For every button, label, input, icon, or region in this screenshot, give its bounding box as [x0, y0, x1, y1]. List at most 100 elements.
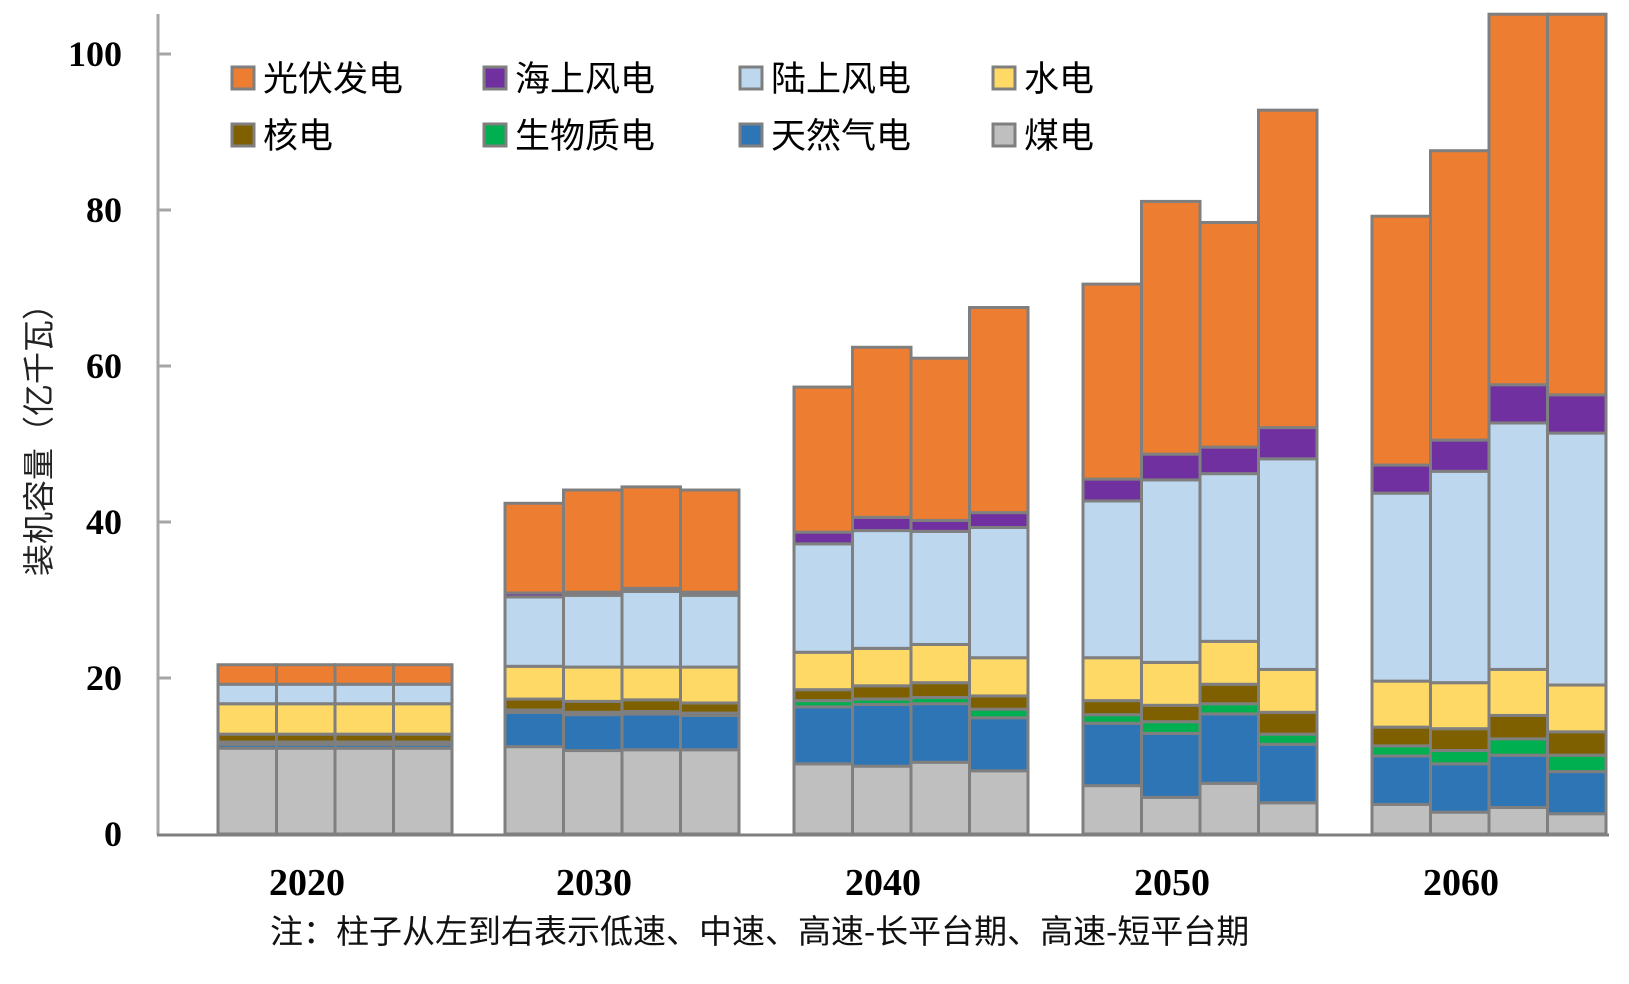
bar-segment: [1370, 725, 1432, 748]
bar-segment: [792, 705, 854, 766]
y-axis-title: 装机容量（亿千瓦）: [20, 288, 58, 576]
bar-segment: [1546, 393, 1608, 435]
bar-segment: [1370, 491, 1432, 683]
bar-segment: [620, 665, 682, 702]
bar-segment: [1546, 431, 1608, 687]
bar-segment: [851, 764, 913, 836]
legend-label: 生物质电: [515, 117, 655, 157]
bar-segment: [968, 306, 1030, 515]
y-ticks: 0 20 40 60 80 100: [68, 34, 171, 854]
legend-item: 生物质电: [482, 117, 655, 157]
bar-segment: [1487, 753, 1549, 809]
bar-segment: [792, 530, 854, 546]
bar-segment: [392, 702, 454, 736]
bar-segment: [1429, 149, 1491, 442]
bar-segment: [851, 703, 913, 768]
bar-segment: [1140, 731, 1202, 799]
bar-segment: [1081, 699, 1143, 717]
y-tick-label: 100: [68, 34, 122, 74]
legend-swatch: [230, 65, 256, 91]
bar-segment: [620, 712, 682, 752]
bar-group-2060: [1370, 12, 1608, 836]
legend-swatch: [230, 122, 256, 148]
bar-segment: [909, 760, 971, 836]
bar-segment: [333, 663, 395, 686]
y-tick-label: 0: [104, 814, 122, 854]
bar-segment: [1198, 712, 1260, 785]
x-tick-label: 2060: [1423, 862, 1499, 904]
bar-segment: [968, 525, 1030, 660]
footnote: 注：柱子从左到右表示低速、中速、高速-长平台期、高速-短平台期: [270, 912, 1249, 951]
bar-segment: [1140, 478, 1202, 664]
bar-segment: [275, 663, 337, 686]
bar-segment: [1429, 749, 1491, 766]
bar-segment: [620, 698, 682, 714]
bar-segment: [275, 702, 337, 736]
legend-label: 水电: [1024, 60, 1094, 100]
bar-segment: [968, 656, 1030, 698]
bar-segment: [333, 702, 395, 736]
legend-item: 陆上风电: [738, 60, 911, 100]
bar-segment: [968, 716, 1030, 773]
legend-label: 光伏发电: [263, 60, 403, 100]
bar-segment: [1546, 770, 1608, 816]
bar-segment: [275, 682, 337, 706]
bar-segment: [1487, 383, 1549, 425]
bar-segment: [1370, 744, 1432, 758]
bar-segment: [1487, 421, 1549, 671]
bar-group-2050: [1081, 108, 1319, 836]
bar-segment: [679, 713, 741, 752]
bar-segment: [503, 664, 565, 701]
bar-segment: [503, 710, 565, 749]
bar-segment: [1081, 784, 1143, 836]
bar-segment: [851, 515, 913, 533]
legend-item: 海上风电: [482, 60, 655, 100]
bar-segment: [1257, 710, 1319, 736]
bar-segment: [1546, 812, 1608, 836]
bar-segment: [1198, 781, 1260, 836]
bar-segment: [1429, 681, 1491, 731]
bar-segment: [851, 345, 913, 519]
bar-segment: [1487, 667, 1549, 717]
bar-segment: [1198, 220, 1260, 449]
axes-layer: [156, 14, 1609, 837]
bar-segment: [1198, 639, 1260, 686]
legend-swatch: [991, 122, 1017, 148]
bar-segment: [392, 682, 454, 706]
bar-segment: [562, 665, 624, 703]
bar-segment: [1370, 754, 1432, 806]
legend-label: 海上风电: [515, 60, 655, 100]
x-tick-label: 2050: [1134, 862, 1210, 904]
bar-segment: [1429, 762, 1491, 814]
y-tick-label: 20: [86, 658, 122, 698]
bar-segment: [1140, 660, 1202, 707]
bar-segment: [333, 746, 395, 836]
bar-segment: [792, 650, 854, 692]
bar-segment: [1487, 805, 1549, 836]
bar-segment: [1140, 199, 1202, 456]
bar-segment: [1198, 702, 1260, 716]
bar-segment: [620, 589, 682, 669]
bar-segment: [562, 593, 624, 669]
bar-segment: [620, 485, 682, 590]
bar-segment: [1429, 727, 1491, 753]
bar-segment: [503, 697, 565, 712]
bar-group-2030: [503, 485, 741, 836]
bar-segment: [1257, 667, 1319, 714]
bar-segment: [792, 762, 854, 836]
bar-segment: [679, 748, 741, 836]
bar-segment: [503, 595, 565, 668]
bar-segment: [1198, 682, 1260, 706]
bar-segment: [851, 646, 913, 688]
bar-segment: [1546, 683, 1608, 734]
bar-segment: [909, 518, 971, 533]
bar-segment: [792, 542, 854, 654]
bar-segment: [392, 746, 454, 836]
bar-segment: [1257, 732, 1319, 746]
bar-segment: [679, 701, 741, 715]
bar-segment: [679, 488, 741, 594]
bar-segment: [792, 385, 854, 534]
bar-group-2020: [216, 663, 454, 836]
bar-segment: [1370, 463, 1432, 495]
bar-segment: [1140, 452, 1202, 482]
